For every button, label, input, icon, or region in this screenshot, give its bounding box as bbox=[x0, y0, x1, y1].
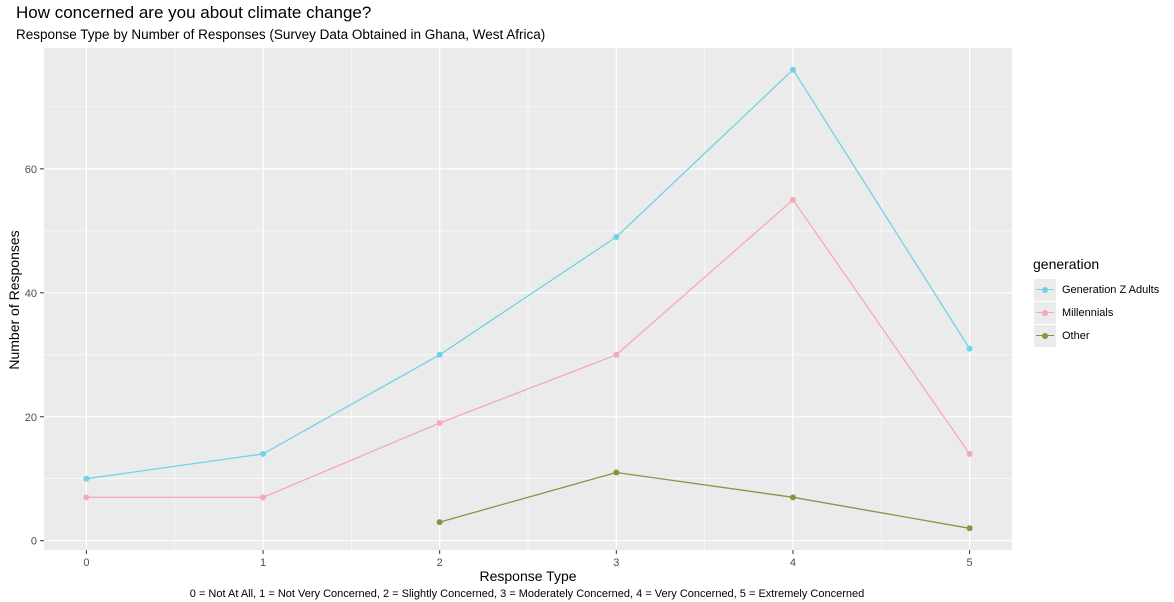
data-point bbox=[436, 351, 443, 358]
y-axis-label: Number of Responses bbox=[6, 230, 22, 370]
data-point bbox=[83, 475, 90, 482]
legend: generation Generation Z Adults Millennia… bbox=[1033, 256, 1159, 347]
data-point bbox=[966, 345, 973, 352]
legend-item-generation-z: Generation Z Adults bbox=[1033, 278, 1159, 301]
data-point bbox=[789, 196, 796, 203]
y-tick-label: 60 bbox=[25, 164, 37, 176]
data-point bbox=[436, 419, 443, 426]
legend-key bbox=[1034, 301, 1056, 324]
legend-key bbox=[1034, 278, 1056, 301]
x-tick-label: 1 bbox=[260, 557, 266, 569]
chart-subtitle: Response Type by Number of Responses (Su… bbox=[16, 27, 546, 42]
chart-caption: 0 = Not At All, 1 = Not Very Concerned, … bbox=[189, 588, 865, 600]
y-tick-label: 20 bbox=[25, 412, 37, 424]
data-point bbox=[83, 494, 90, 501]
legend-label: Generation Z Adults bbox=[1062, 283, 1160, 296]
y-tick-label: 0 bbox=[31, 536, 37, 548]
legend-item-other: Other bbox=[1033, 324, 1159, 347]
data-point bbox=[789, 494, 796, 501]
legend-key bbox=[1034, 324, 1056, 347]
legend-title: generation bbox=[1033, 256, 1100, 272]
data-point bbox=[613, 469, 620, 476]
data-point bbox=[260, 450, 267, 457]
data-point bbox=[966, 450, 973, 457]
data-point bbox=[613, 234, 620, 241]
x-axis-label: Response Type bbox=[479, 568, 577, 584]
x-tick-label: 2 bbox=[437, 557, 443, 569]
legend-item-millennials: Millennials bbox=[1033, 301, 1159, 324]
legend-label: Millennials bbox=[1062, 306, 1114, 319]
data-point bbox=[789, 66, 796, 73]
data-point bbox=[966, 525, 973, 532]
legend-label: Other bbox=[1062, 329, 1090, 342]
series-line bbox=[86, 198, 971, 498]
x-tick-label: 3 bbox=[613, 557, 619, 569]
series-line bbox=[439, 471, 970, 529]
x-tick-label: 4 bbox=[790, 557, 796, 569]
data-point bbox=[436, 519, 443, 526]
data-point bbox=[260, 494, 267, 501]
data-point bbox=[613, 351, 620, 358]
y-tick-label: 40 bbox=[25, 288, 37, 300]
x-tick-label: 5 bbox=[967, 557, 973, 569]
chart-title: How concerned are you about climate chan… bbox=[16, 3, 372, 22]
x-tick-label: 0 bbox=[83, 557, 89, 569]
series-line bbox=[86, 68, 971, 480]
